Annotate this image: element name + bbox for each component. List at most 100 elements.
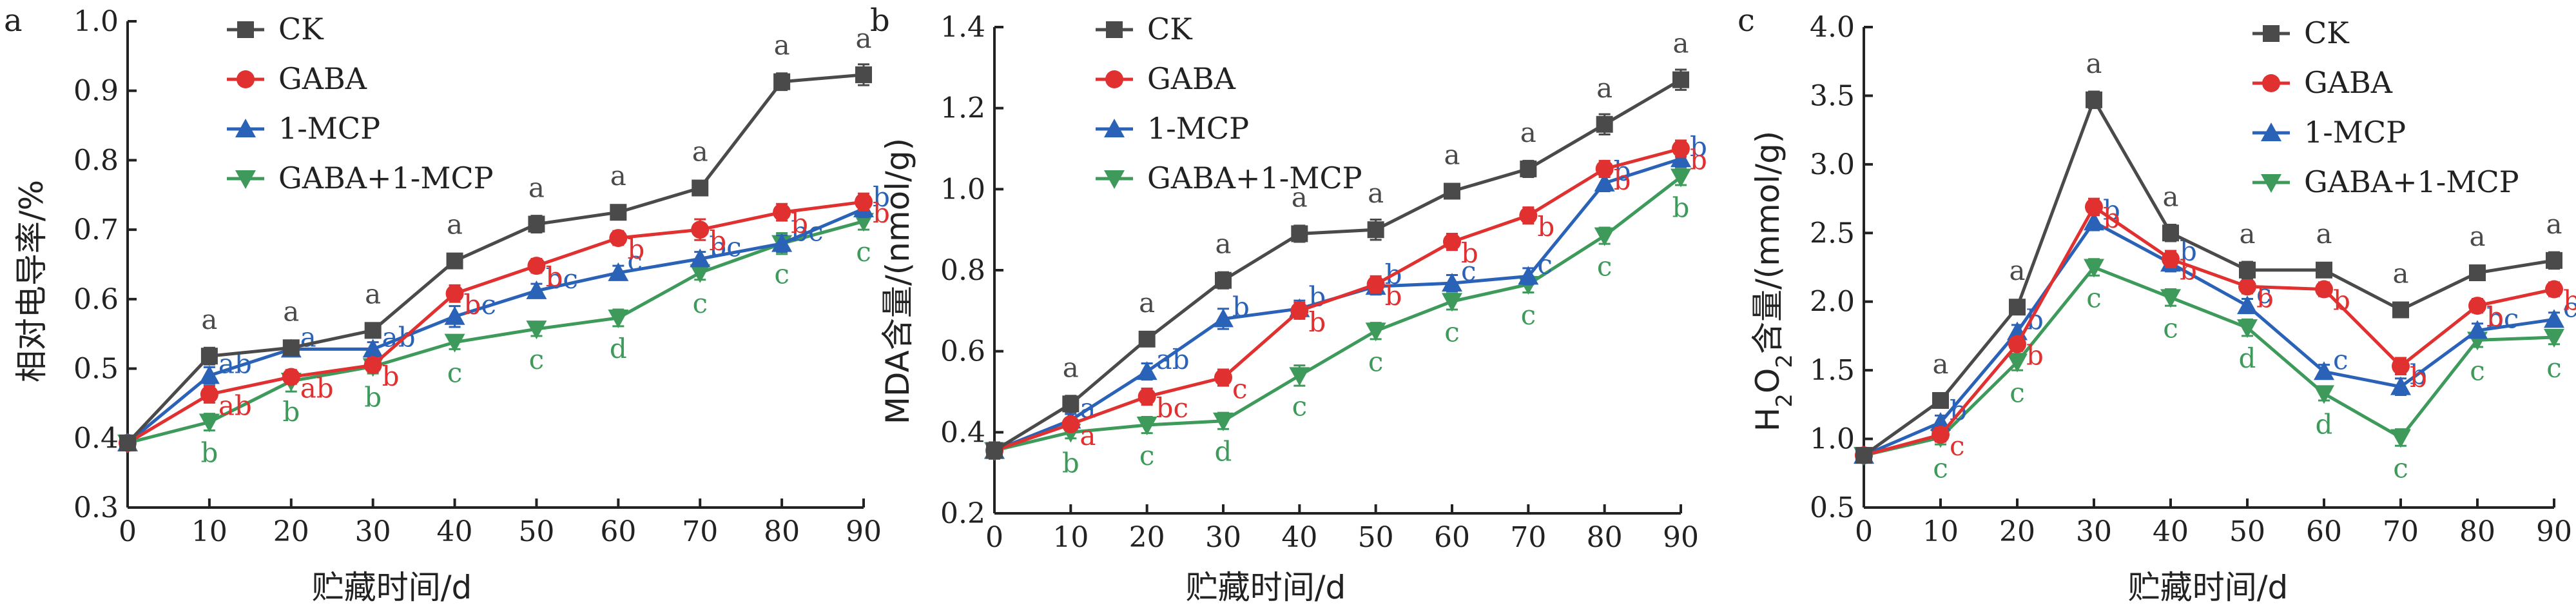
panel-a: a 0.3 0.4 0.5 0.6 0.7 0.8 0.9 1.0 0 10 20 30 40 50 60 7… bbox=[4, 3, 890, 606]
data-point bbox=[690, 248, 711, 268]
series-line bbox=[994, 157, 1681, 452]
data-point bbox=[986, 442, 1003, 459]
data-point bbox=[362, 339, 383, 358]
data-point bbox=[771, 233, 793, 252]
series-line bbox=[126, 200, 864, 444]
significance-label: c bbox=[1537, 248, 1553, 280]
significance-label: b bbox=[545, 261, 563, 293]
data-point bbox=[200, 385, 218, 404]
y-axis-title: H2O2含量/(mmol/g) bbox=[1749, 131, 1797, 432]
series-line bbox=[126, 73, 864, 444]
significance-label: c bbox=[447, 357, 463, 389]
significance-label: b bbox=[1308, 306, 1326, 338]
x-tick-label: 80 bbox=[2459, 515, 2495, 548]
data-point bbox=[2390, 376, 2411, 395]
data-point bbox=[282, 339, 300, 357]
data-point bbox=[1291, 225, 1308, 242]
data-point bbox=[1672, 71, 1689, 88]
data-point bbox=[2390, 429, 2411, 448]
data-point bbox=[445, 284, 464, 303]
significance-label: ab bbox=[218, 390, 252, 421]
data-point bbox=[1213, 308, 1234, 328]
series-line bbox=[993, 78, 1682, 452]
data-point bbox=[1213, 412, 1234, 431]
data-point bbox=[1442, 273, 1462, 292]
legend-label: GABA bbox=[278, 61, 367, 96]
x-tick-label: 10 bbox=[1922, 515, 1959, 548]
x-tick-label: 70 bbox=[1510, 521, 1546, 554]
significance-label: c bbox=[2470, 355, 2485, 386]
panel-letter: a bbox=[4, 3, 23, 39]
significance-label: d bbox=[610, 333, 627, 364]
panel-letter: b bbox=[870, 3, 890, 39]
data-point bbox=[2315, 280, 2333, 299]
data-point bbox=[2392, 357, 2410, 375]
y-tick-label: 0.5 bbox=[73, 353, 119, 386]
plot-area-c: 0.5 1.0 1.5 2.0 2.5 3.0 3.5 4.0 0 10 20 30 40 50 60 70 8… bbox=[1810, 11, 2576, 548]
series-line bbox=[1863, 95, 2555, 457]
data-point bbox=[609, 229, 628, 248]
significance-label: c bbox=[1292, 390, 1308, 422]
significance-label: c bbox=[2546, 352, 2562, 384]
panel-letter: c bbox=[1738, 3, 1755, 39]
significance-label: b bbox=[1062, 447, 1080, 479]
legend-label: CK bbox=[1147, 12, 1193, 46]
x-axis-title: 贮藏时间/d bbox=[312, 569, 472, 606]
data-point bbox=[1518, 266, 1539, 285]
significance-label: b bbox=[1672, 192, 1690, 223]
y-tick-label: 3.0 bbox=[1810, 148, 1855, 181]
significance-label: b bbox=[2410, 359, 2427, 391]
data-point bbox=[610, 204, 627, 221]
data-point bbox=[363, 356, 382, 375]
series-line bbox=[126, 207, 864, 444]
data-point bbox=[2162, 250, 2180, 268]
data-point bbox=[1136, 417, 1157, 436]
data-point bbox=[2086, 91, 2102, 108]
data-point bbox=[2160, 289, 2181, 308]
legend-marker bbox=[235, 170, 256, 189]
data-point bbox=[444, 333, 465, 353]
significance-label: b bbox=[627, 233, 644, 265]
legend-item: GABA+1-MCP bbox=[227, 161, 494, 195]
x-tick-label: 70 bbox=[682, 515, 718, 548]
data-point bbox=[2008, 335, 2026, 353]
y-tick-label: 0.8 bbox=[940, 254, 985, 287]
significance-label: c bbox=[1461, 255, 1477, 287]
legend-marker bbox=[1105, 70, 1123, 88]
significance-label: d bbox=[2316, 408, 2333, 440]
significance-label: b bbox=[2410, 362, 2427, 393]
significance-label: bc bbox=[2486, 302, 2519, 334]
significance-label: b bbox=[1461, 237, 1478, 269]
data-point bbox=[2467, 320, 2488, 339]
data-point bbox=[855, 193, 873, 212]
significance-label: b bbox=[709, 225, 726, 257]
x-tick-label: 90 bbox=[846, 515, 882, 548]
significance-label: c bbox=[627, 245, 643, 277]
data-point bbox=[2545, 280, 2563, 299]
significance-label: a bbox=[1063, 351, 1079, 383]
data-point bbox=[1671, 168, 1691, 188]
legend-marker bbox=[1104, 170, 1125, 189]
data-point bbox=[608, 309, 629, 328]
data-point bbox=[1671, 148, 1691, 168]
data-point bbox=[1932, 426, 1950, 444]
y-tick-label: 1.2 bbox=[940, 92, 985, 125]
data-point bbox=[1519, 206, 1538, 225]
x-tick-label: 20 bbox=[1999, 515, 2035, 548]
x-tick-label: 90 bbox=[1663, 521, 1699, 554]
x-tick-label: 60 bbox=[600, 515, 636, 548]
data-point bbox=[1138, 330, 1156, 348]
legend: CK GABA 1-MCP GABA+1-MCP bbox=[1096, 12, 1362, 195]
significance-label: a bbox=[1596, 72, 1612, 104]
significance-label: a bbox=[201, 304, 217, 335]
legend-label: CK bbox=[2304, 15, 2350, 50]
data-point bbox=[528, 215, 545, 233]
legend-label: 1-MCP bbox=[1147, 111, 1249, 146]
y-title-sub2: 2 bbox=[1772, 354, 1797, 368]
